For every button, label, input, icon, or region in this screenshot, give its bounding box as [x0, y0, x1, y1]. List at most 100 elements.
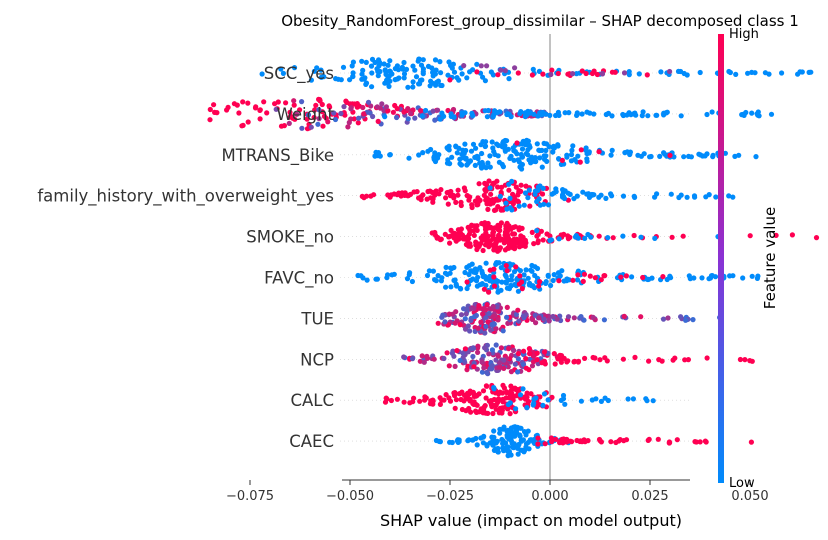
shap-point — [405, 193, 411, 199]
shap-point — [474, 442, 480, 448]
shap-point — [533, 395, 539, 401]
shap-point — [513, 264, 519, 270]
shap-point — [553, 112, 559, 119]
shap-point — [460, 350, 466, 356]
shap-point — [699, 275, 705, 281]
shap-point — [564, 152, 570, 158]
shap-point — [468, 409, 474, 415]
shap-point — [573, 233, 579, 239]
shap-point — [487, 185, 493, 191]
shap-point — [484, 114, 490, 120]
shap-point — [536, 283, 542, 289]
shap-point — [483, 307, 489, 313]
shap-point — [556, 236, 562, 242]
shap-point — [403, 66, 410, 72]
data-points — [207, 56, 820, 459]
shap-point — [464, 75, 470, 81]
shap-point — [338, 110, 344, 117]
shap-point — [638, 314, 644, 320]
shap-point — [527, 110, 533, 116]
shap-point — [742, 357, 748, 363]
shap-point — [526, 446, 532, 452]
shap-point — [685, 357, 692, 363]
shap-point — [535, 435, 541, 441]
shap-point — [456, 236, 462, 242]
shap-point — [464, 285, 470, 292]
shap-point — [547, 112, 553, 118]
shap-point — [429, 230, 435, 236]
shap-point — [495, 353, 501, 359]
shap-point — [429, 65, 435, 71]
shap-point — [495, 317, 501, 323]
shap-point — [621, 313, 627, 319]
shap-point — [593, 396, 599, 402]
shap-point — [472, 154, 478, 160]
shap-point — [420, 57, 426, 63]
shap-point — [517, 239, 523, 245]
shap-point — [515, 70, 521, 76]
shap-point — [589, 70, 596, 77]
shap-point — [501, 385, 507, 391]
shap-point — [400, 66, 406, 72]
shap-point — [332, 116, 339, 123]
shap-point — [561, 355, 567, 361]
shap-point — [493, 326, 499, 332]
shap-point — [631, 193, 637, 199]
shap-point — [473, 312, 479, 319]
shap-point — [458, 199, 464, 205]
shap-point — [579, 111, 585, 117]
shap-point — [682, 357, 688, 363]
shap-point — [383, 71, 389, 77]
shap-point — [752, 70, 758, 76]
shap-point — [511, 441, 517, 447]
shap-point — [597, 357, 603, 363]
shap-point — [394, 114, 400, 121]
shap-point — [680, 233, 686, 239]
shap-point — [580, 278, 586, 284]
colorbar-high-label: High — [729, 27, 759, 42]
shap-point — [471, 232, 477, 238]
shap-point — [496, 260, 502, 266]
shap-point — [539, 164, 545, 170]
shap-point — [513, 406, 519, 412]
shap-point — [280, 70, 286, 76]
shap-point — [348, 106, 354, 112]
shap-point — [813, 235, 820, 241]
shap-point — [529, 363, 536, 369]
shap-point — [417, 358, 423, 364]
shap-point — [394, 396, 400, 402]
shap-point — [519, 447, 526, 453]
shap-point — [625, 396, 631, 402]
shap-point — [435, 273, 441, 279]
shap-point — [495, 184, 501, 190]
shap-point — [443, 284, 449, 290]
shap-point — [535, 184, 542, 190]
shap-point — [486, 225, 492, 231]
shap-point — [424, 355, 431, 361]
shap-point — [361, 76, 367, 82]
shap-point — [808, 69, 814, 75]
shap-point — [521, 272, 527, 278]
shap-point — [381, 61, 387, 67]
shap-point — [529, 72, 536, 78]
shap-point — [509, 273, 515, 279]
shap-point — [454, 348, 460, 354]
shap-point — [365, 99, 372, 105]
shap-point — [498, 189, 504, 195]
shap-point — [479, 220, 485, 227]
shap-point — [429, 80, 436, 86]
shap-point — [768, 111, 775, 117]
shap-point — [448, 113, 454, 119]
shap-point — [534, 265, 541, 272]
shap-point — [498, 67, 504, 73]
shap-point — [489, 347, 495, 353]
shap-point — [321, 74, 327, 80]
shap-point — [506, 181, 512, 187]
shap-point — [459, 389, 465, 395]
shap-point — [567, 191, 573, 197]
shap-point — [457, 357, 463, 364]
shap-point — [550, 149, 556, 155]
shap-point — [458, 162, 464, 168]
shap-point — [485, 160, 491, 166]
shap-point — [448, 188, 454, 195]
